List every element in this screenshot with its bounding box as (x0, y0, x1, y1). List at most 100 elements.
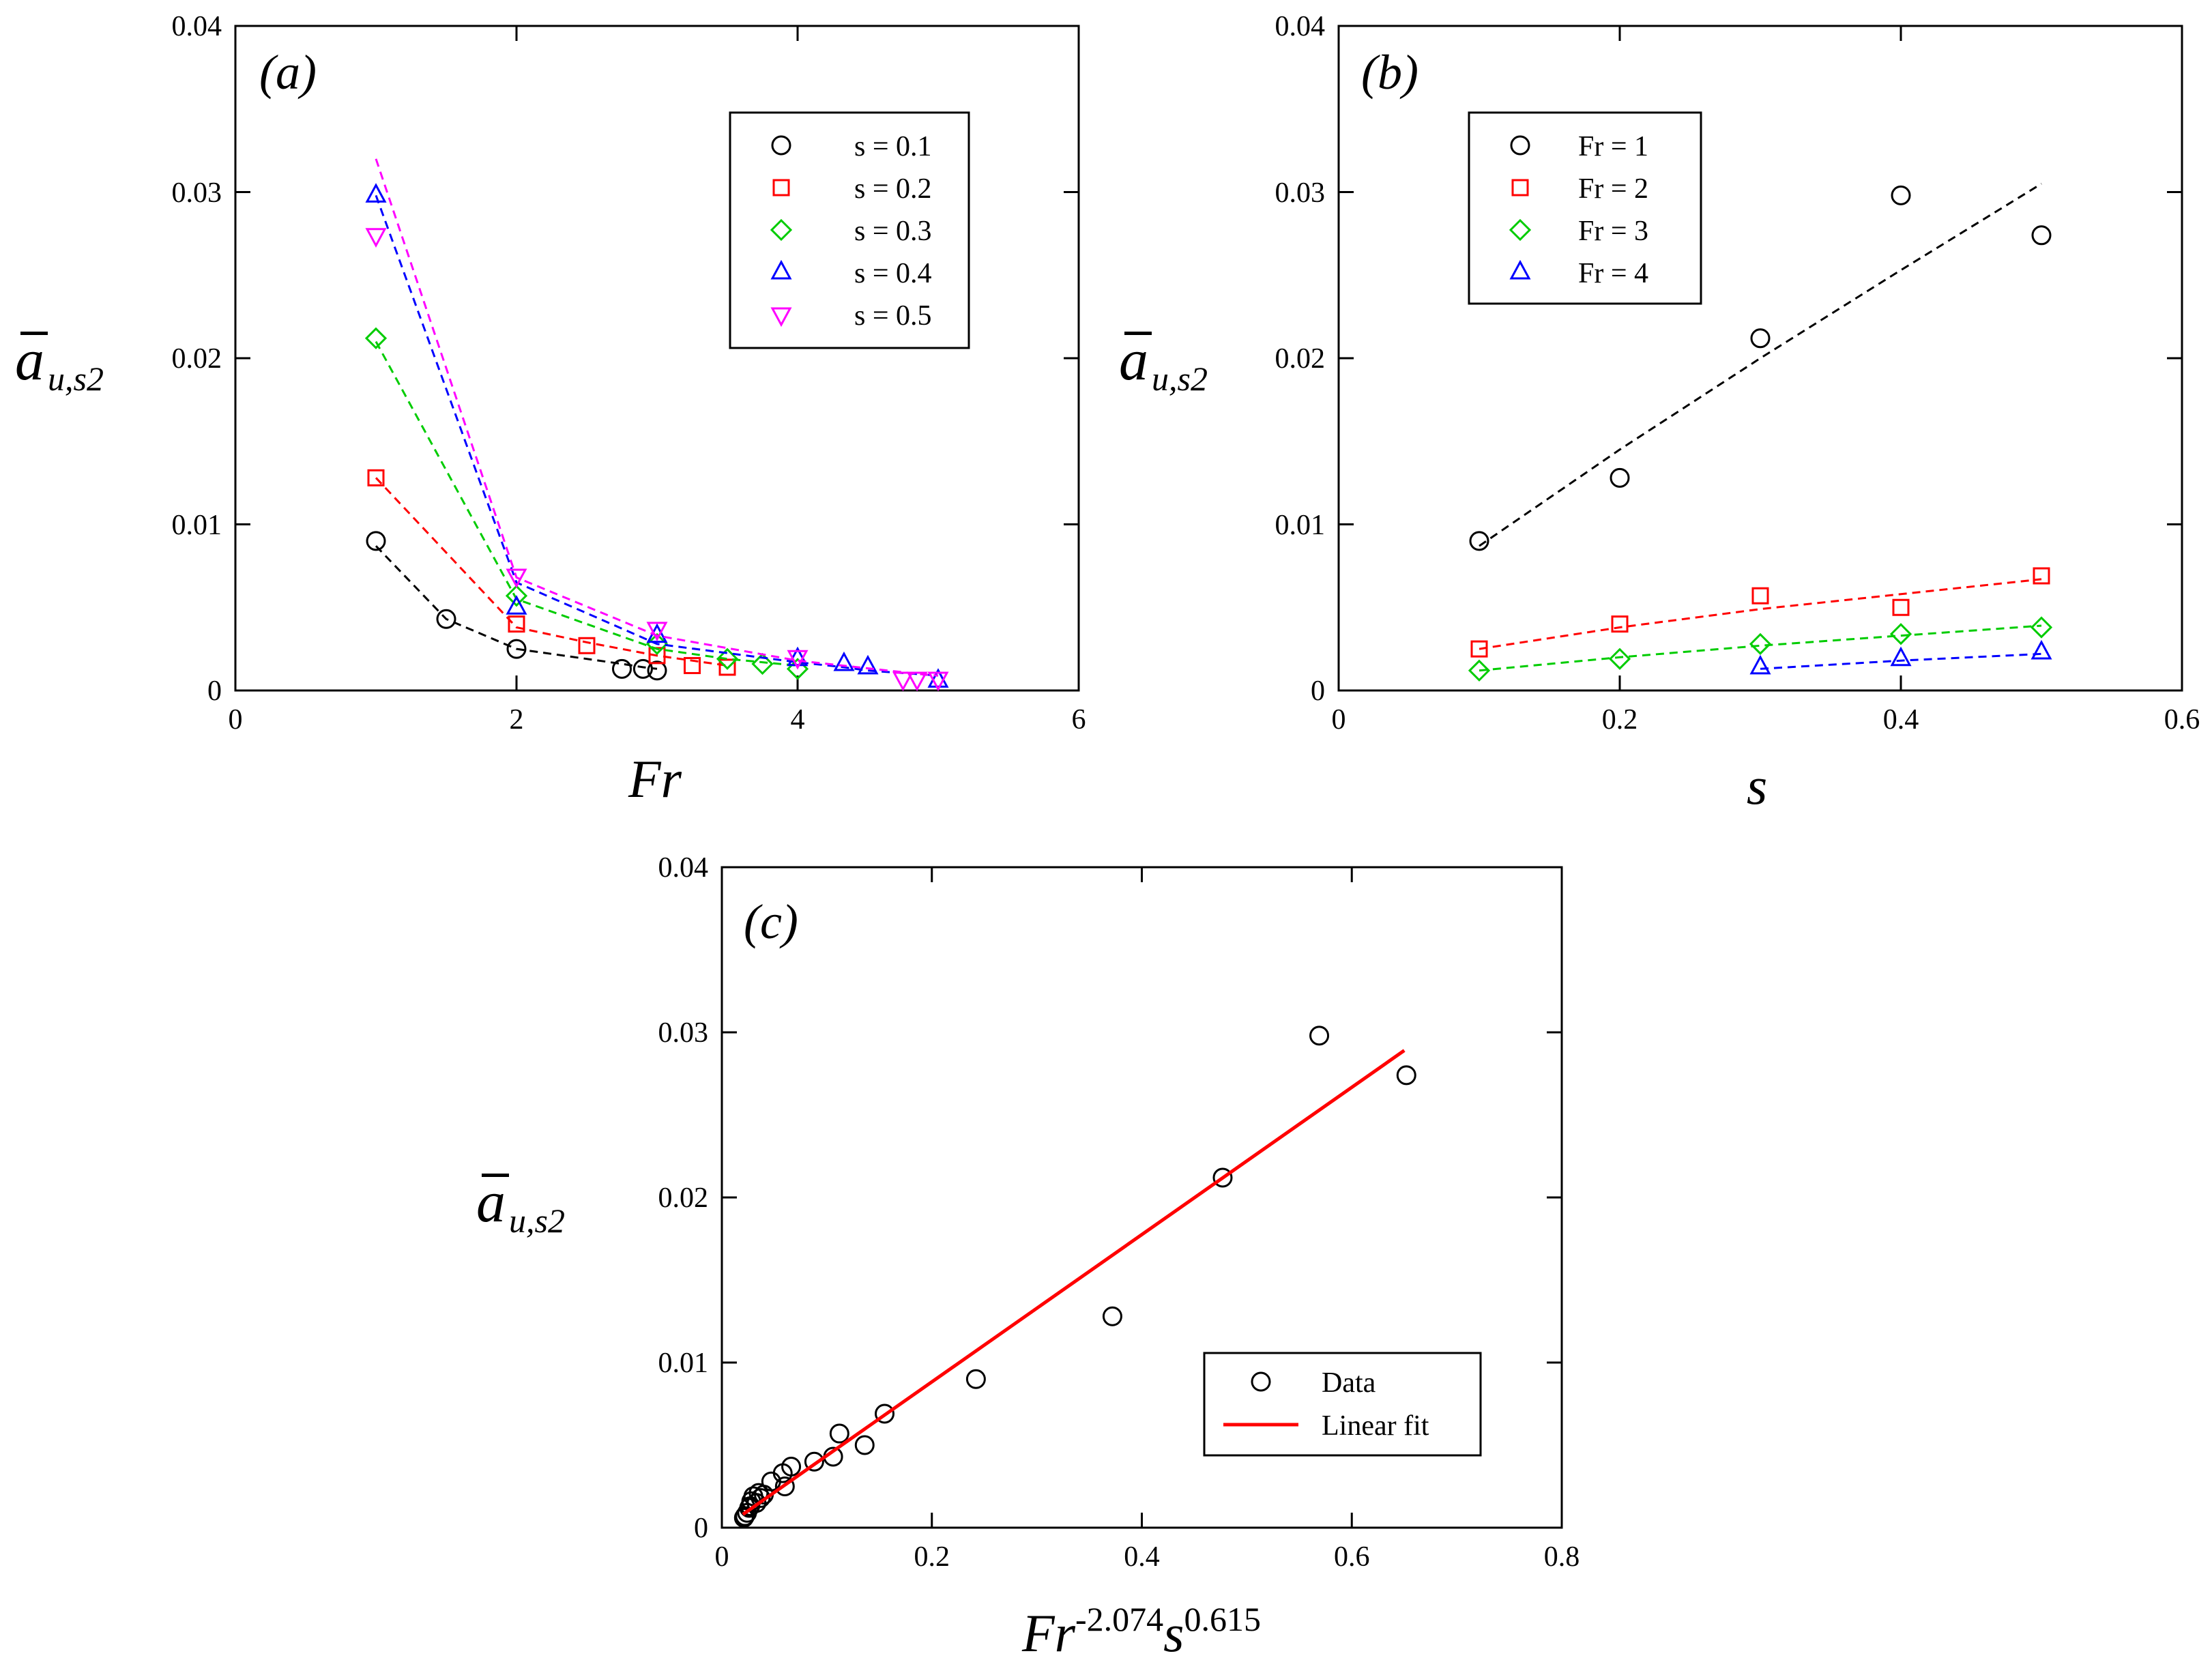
panel-a-y-axis-title: a u,s2 (15, 327, 104, 398)
y-axis-title-main: a (476, 1169, 506, 1234)
y-axis-title-bar (482, 1174, 509, 1177)
data-point-series-0 (1610, 467, 1630, 488)
legend-label: s = 0.2 (854, 173, 932, 205)
legend-marker-series-3 (770, 259, 792, 280)
x-tick-label: 0.6 (1334, 1541, 1370, 1573)
panel-b-tag: (b) (1361, 45, 1418, 100)
x-axis-title-exp1: -2.074 (1075, 1600, 1163, 1638)
data-point-series-0 (737, 1502, 757, 1523)
legend-label: Fr = 3 (1578, 216, 1648, 247)
x-tick-label: 0.2 (914, 1541, 950, 1573)
y-axis-title-main: a (15, 327, 44, 392)
data-point-series-0 (829, 1423, 849, 1444)
data-point-series-4 (646, 622, 668, 642)
y-axis-title-bar (1124, 332, 1152, 335)
data-point-series-2 (751, 652, 774, 675)
panel-b: 0 0.01 0.02 0.03 0.04 0 0.2 0.4 0.6 (b) … (1119, 11, 2200, 815)
panel-c-ticks (721, 866, 1563, 1529)
legend-label: s = 0.4 (854, 258, 932, 289)
y-tick-label: 0.04 (1275, 11, 1326, 42)
panel-c-y-tick-labels: 0 0.01 0.02 0.03 0.04 (658, 852, 709, 1544)
data-point-series-0 (632, 658, 653, 679)
fit-line-series-0 (375, 545, 658, 670)
legend-markers (770, 135, 793, 328)
data-point-series-0 (366, 531, 386, 551)
data-point-series-1 (367, 469, 385, 486)
legend-marker-series-2 (770, 218, 793, 242)
y-tick-label: 0 (207, 675, 222, 707)
panel-c-y-axis-title: a u,s2 (476, 1169, 565, 1240)
fit-line-series-1 (1479, 578, 2042, 650)
panel-a-plot-area (364, 158, 949, 692)
x-tick-label: 0.4 (1124, 1541, 1160, 1573)
legend-label: s = 0.5 (854, 300, 932, 332)
y-axis-title-subscript: u,s2 (48, 360, 104, 398)
data-point-series-0 (436, 609, 456, 629)
data-point-series-1 (1470, 640, 1488, 658)
data-point-series-1 (1751, 587, 1769, 605)
data-point-series-4 (906, 671, 928, 692)
data-point-series-1 (718, 658, 736, 676)
legend-markers (1509, 135, 1532, 280)
fit-line-series-1 (375, 477, 728, 667)
data-point-series-2 (1608, 648, 1631, 670)
fit-line-series-4 (375, 158, 939, 677)
data-point-series-0 (506, 639, 527, 659)
y-tick-label: 0.03 (658, 1017, 709, 1049)
data-point-series-0 (733, 1507, 754, 1528)
x-axis-title-s: s (1163, 1603, 1184, 1663)
y-tick-label: 0 (694, 1513, 708, 1544)
legend-marker-data (1251, 1371, 1271, 1392)
panel-c-x-axis-title: Fr-2.074s0.615 (1021, 1600, 1261, 1663)
legend-marker-series-0 (771, 135, 791, 156)
y-axis-title-subscript: u,s2 (1152, 360, 1208, 398)
data-point-series-2 (364, 327, 388, 349)
fit-line-series-3 (1760, 652, 2042, 670)
fit-line-series-2 (375, 340, 798, 667)
data-point-series-3 (506, 595, 527, 615)
x-tick-label: 0.2 (1602, 704, 1638, 736)
legend-marker-series-1 (1511, 179, 1529, 197)
data-point-series-0 (804, 1451, 824, 1472)
data-point-series-0 (1309, 1025, 1330, 1046)
legend-label: Data (1322, 1367, 1376, 1399)
legend-label: Fr = 1 (1578, 131, 1648, 162)
data-point-series-3 (927, 668, 949, 688)
legend-label: Fr = 4 (1578, 258, 1648, 289)
x-tick-label: 0 (1332, 704, 1346, 736)
legend-marker-series-0 (1510, 135, 1530, 156)
data-point-series-0 (1396, 1065, 1416, 1086)
data-point-series-3 (857, 654, 879, 675)
panel-b-plot-area (1468, 183, 2053, 682)
y-tick-label: 0.04 (658, 852, 709, 884)
data-point-series-0 (1212, 1167, 1233, 1188)
panel-a-x-tick-labels: 0 2 4 6 (229, 704, 1086, 736)
y-tick-label: 0.01 (172, 510, 222, 541)
data-point-series-0 (774, 1476, 795, 1496)
data-point-series-2 (1468, 659, 1491, 682)
data-point-series-0 (1102, 1306, 1122, 1326)
y-tick-label: 0.02 (658, 1182, 709, 1214)
data-point-series-2 (716, 648, 739, 670)
y-tick-label: 0.03 (172, 177, 222, 209)
panel-c: 0 0.01 0.02 0.03 0.04 0 0.2 0.4 0.6 0.8 … (476, 852, 1580, 1663)
x-axis-title-exp2: 0.615 (1184, 1600, 1262, 1638)
data-point-series-3 (787, 646, 809, 667)
panel-a: 0 0.01 0.02 0.03 0.04 0 2 4 6 (a) Fr a u… (15, 11, 1086, 809)
x-axis-title-fr: Fr (1021, 1603, 1076, 1663)
legend-marker-series-1 (772, 179, 790, 197)
data-point-series-2 (505, 585, 528, 607)
y-tick-label: 0.04 (172, 11, 222, 42)
data-point-series-0 (965, 1369, 986, 1389)
data-point-series-0 (647, 660, 667, 681)
panel-b-legend: Fr = 1 Fr = 2 Fr = 3 Fr = 4 (1468, 111, 1702, 305)
x-tick-label: 0.4 (1883, 704, 1919, 736)
data-point-series-3 (1749, 654, 1771, 675)
data-point-series-0 (1891, 185, 1911, 205)
data-point-series-0 (875, 1403, 895, 1424)
y-axis-title-main: a (1119, 327, 1148, 392)
x-tick-label: 0 (715, 1541, 729, 1573)
panel-a-x-axis-title: Fr (628, 749, 682, 809)
panel-a-tag: (a) (259, 45, 317, 100)
panel-a-y-tick-labels: 0 0.01 0.02 0.03 0.04 (172, 11, 222, 707)
